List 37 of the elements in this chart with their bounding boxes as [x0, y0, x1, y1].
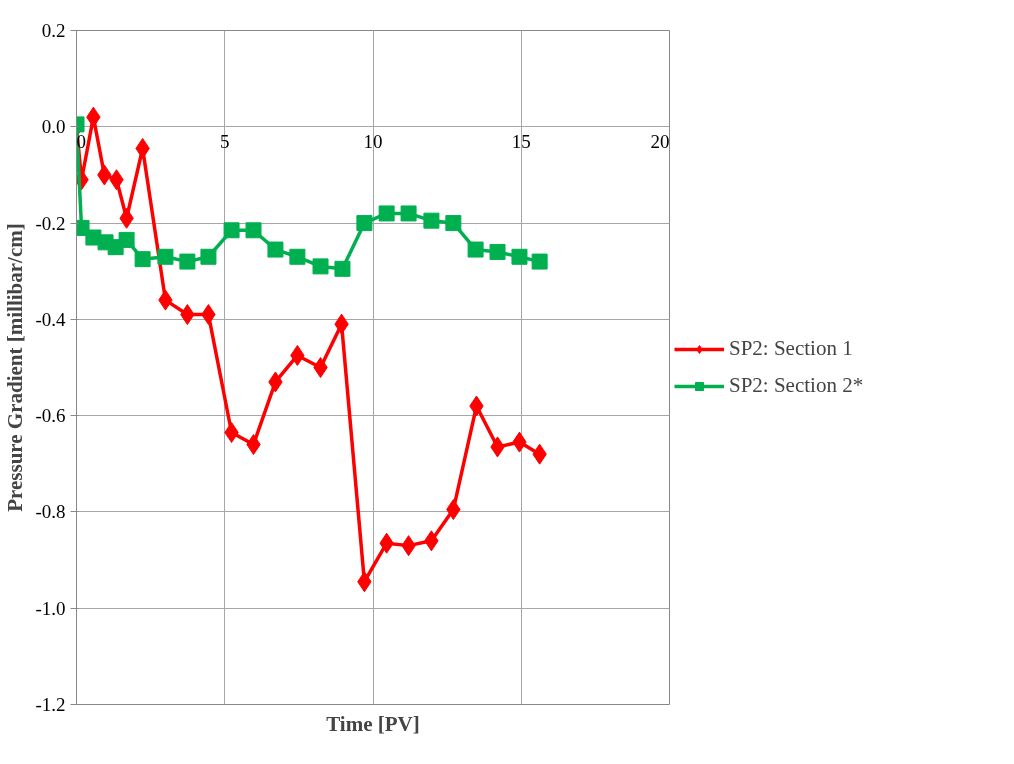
x-axis-title: Time [PV]: [326, 711, 420, 736]
point: [423, 212, 440, 229]
point: [334, 260, 351, 277]
x-tick-label: 15: [511, 130, 531, 152]
x-tick-label: 20: [650, 130, 670, 152]
point: [378, 205, 395, 222]
y-tick-label: -0.2: [35, 212, 66, 234]
y-tick-label: -0.4: [35, 308, 66, 330]
x-tick-label: 10: [363, 130, 383, 152]
point: [489, 243, 506, 260]
legend-label: SP2: Section 1: [729, 336, 853, 361]
y-tick-label: -1.2: [35, 694, 66, 715]
y-axis-title: Pressure Gradient [millibar/cm]: [3, 223, 28, 512]
point: [118, 231, 135, 248]
point: [445, 215, 462, 232]
y-tick-label: -0.6: [35, 405, 66, 427]
point: [200, 248, 217, 265]
point: [511, 248, 528, 265]
y-tick-label: 0.0: [41, 116, 66, 138]
point: [400, 205, 417, 222]
point: [356, 215, 373, 232]
point: [245, 222, 262, 239]
point: [312, 258, 329, 275]
legend-label: SP2: Section 2*: [729, 373, 864, 398]
point: [289, 248, 306, 265]
point: [531, 253, 548, 270]
point: [467, 241, 484, 258]
point: [313, 357, 328, 378]
y-tick-label: -0.8: [35, 501, 66, 523]
point: [267, 241, 284, 258]
point: [179, 253, 196, 270]
point: [223, 222, 240, 239]
y-tick-label: 0.2: [41, 20, 66, 41]
point: [134, 251, 151, 268]
y-tick-label: -1.0: [35, 597, 66, 619]
x-tick-label: 5: [220, 130, 230, 152]
point: [157, 248, 174, 265]
